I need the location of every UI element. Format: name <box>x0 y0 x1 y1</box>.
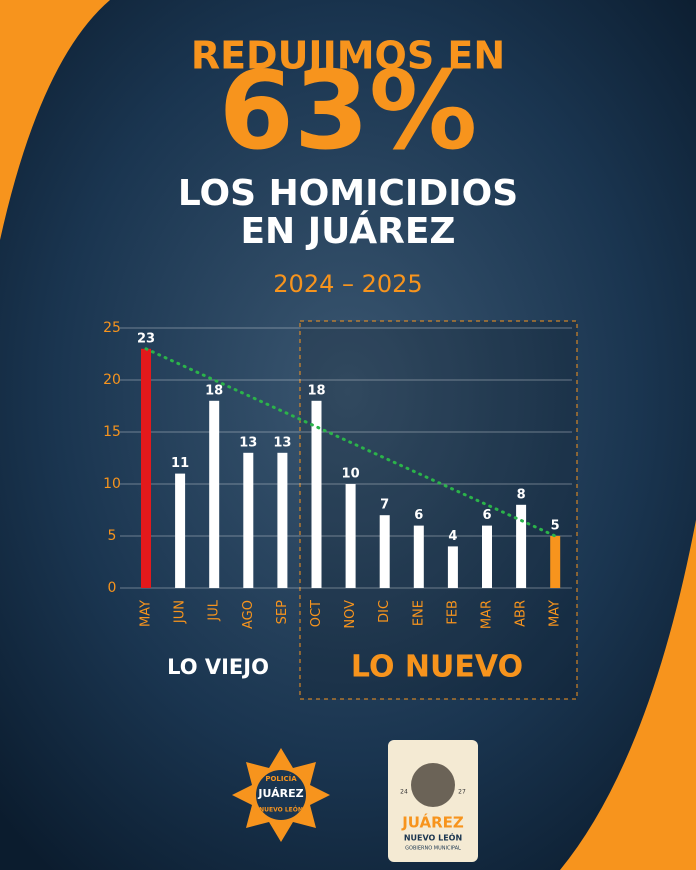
value-label: 13 <box>273 435 291 450</box>
value-label: 6 <box>482 508 491 523</box>
y-tick-label: 10 <box>103 476 121 492</box>
x-tick-label: JUL <box>207 599 222 621</box>
title-highlight: 63% <box>219 49 478 174</box>
bar <box>413 525 424 588</box>
x-tick-label: MAY <box>139 600 154 627</box>
header: REDUJIMOS EN 63% LOS HOMICIDIOS EN JUÁRE… <box>178 34 518 299</box>
trend-line <box>144 347 557 538</box>
y-tick-label: 0 <box>108 580 117 596</box>
corner-accent <box>0 0 110 240</box>
value-label: 4 <box>448 529 457 544</box>
subtitle: 2024 – 2025 <box>273 270 422 298</box>
title-line: REDUJIMOS EN <box>191 34 505 78</box>
value-label: 5 <box>551 519 560 534</box>
bar <box>345 484 356 588</box>
value-label: 6 <box>414 508 423 523</box>
plot: 0 5 10 15 20 25 23 MAY 11 JUN 18 JUL 13 AGO 13 SEP 18 OCT… <box>103 320 572 629</box>
x-tick-label: AGO <box>241 600 256 629</box>
x-tick-label: ENE <box>411 600 426 626</box>
x-tick-label: DIC <box>377 600 392 623</box>
value-label: 11 <box>171 456 189 471</box>
bar <box>141 348 151 588</box>
x-tick-label: MAY <box>548 600 563 627</box>
bar <box>447 546 458 588</box>
x-tick-label: JUN <box>173 600 188 624</box>
value-label: 8 <box>517 487 526 502</box>
x-tick-label: FEB <box>445 600 460 625</box>
logo-text: JUÁREZ <box>257 787 303 800</box>
police-logo: POLICÍA JUÁREZ NUEVO LEÓN <box>232 748 330 842</box>
bar <box>209 400 220 588</box>
logo-text: POLICÍA <box>265 774 297 783</box>
value-label: 23 <box>137 331 155 346</box>
logo-text: GOBIERNO MUNICIPAL <box>405 846 461 852</box>
value-label: 18 <box>307 383 325 398</box>
bar <box>550 536 561 588</box>
y-tick-label: 25 <box>103 320 121 336</box>
value-label: 10 <box>342 467 360 482</box>
corner-accent <box>560 520 696 870</box>
bar <box>311 400 322 588</box>
bar <box>175 473 186 588</box>
logo-text: NUEVO LEÓN <box>259 807 303 814</box>
highlight-box <box>299 320 578 700</box>
value-label: 7 <box>380 498 389 513</box>
logo-text: JUÁREZ <box>401 813 464 832</box>
bar <box>277 452 288 588</box>
x-tick-label: MAR <box>480 600 495 629</box>
x-tick-label: NOV <box>343 600 358 629</box>
logo-text: NUEVO LEÓN <box>404 832 462 843</box>
x-tick-label: OCT <box>309 600 324 627</box>
x-tick-label: SEP <box>275 600 290 624</box>
x-tick-label: ABR <box>514 600 529 627</box>
badge-center <box>254 768 308 822</box>
y-tick-label: 15 <box>103 424 121 440</box>
value-label: 18 <box>205 383 223 398</box>
bar <box>243 452 254 588</box>
title-line: EN JUÁREZ <box>240 210 455 252</box>
y-tick-label: 5 <box>108 528 117 544</box>
annotation: LO VIEJO <box>167 655 269 679</box>
value-label: 13 <box>239 435 257 450</box>
bar <box>482 525 492 588</box>
y-tick-label: 20 <box>103 372 121 388</box>
bar <box>379 515 390 588</box>
municipal-logo: 24 27 JUÁREZ NUEVO LEÓN GOBIERNO MUNICIP… <box>388 740 478 862</box>
logo-text: 24 <box>400 789 408 796</box>
bar <box>516 504 527 588</box>
annotation: LO NUEVO <box>351 650 523 685</box>
logo-text: 27 <box>458 789 466 796</box>
title-line: LOS HOMICIDIOS <box>178 173 518 214</box>
portrait <box>411 763 455 807</box>
